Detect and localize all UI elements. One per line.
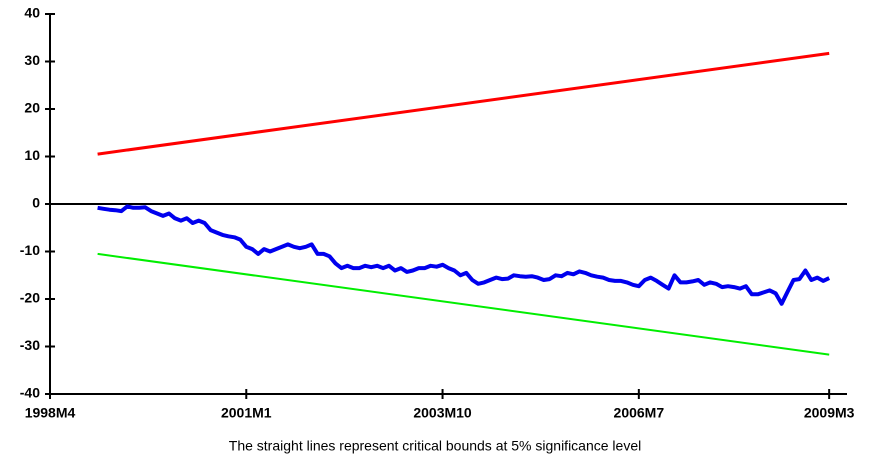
y-tick-label: -10 xyxy=(20,242,40,258)
y-tick-label: 30 xyxy=(24,52,40,68)
y-tick-label: 0 xyxy=(32,195,40,211)
x-tick-label: 2001M1 xyxy=(221,405,272,421)
y-tick-label: 10 xyxy=(24,147,40,163)
x-tick-label: 2003M10 xyxy=(413,405,472,421)
y-tick-label: 20 xyxy=(24,100,40,116)
x-tick-label: 1998M4 xyxy=(25,405,76,421)
series-line xyxy=(97,252,830,356)
y-tick-label: -20 xyxy=(20,290,40,306)
caption: The straight lines represent critical bo… xyxy=(229,438,641,454)
y-tick-label: 40 xyxy=(24,5,40,21)
series-line xyxy=(97,204,831,306)
y-tick-label: -30 xyxy=(20,337,40,353)
x-tick-label: 2006M7 xyxy=(614,405,665,421)
x-tick-label: 2009M3 xyxy=(804,405,855,421)
y-tick-label: -40 xyxy=(20,385,40,401)
series-line xyxy=(97,51,830,156)
